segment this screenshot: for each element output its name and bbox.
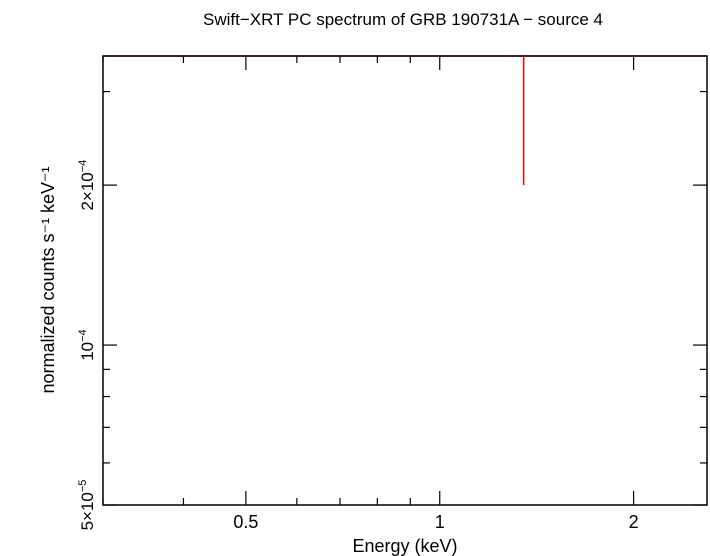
y-tick-label: 2×10−4 — [77, 160, 97, 211]
x-tick-label: 1 — [435, 512, 445, 532]
x-tick-label: 2 — [629, 512, 639, 532]
x-tick-labels: 0.5 1 2 — [233, 512, 638, 532]
y-axis-label: normalized counts s⁻¹ keV⁻¹ — [38, 166, 58, 393]
y-tick-label: 10−4 — [77, 329, 97, 360]
chart-title: Swift−XRT PC spectrum of GRB 190731A − s… — [203, 10, 603, 29]
axis-ticks — [102, 56, 707, 506]
y-tick-labels: 5×10−5 10−4 2×10−4 — [77, 160, 97, 531]
x-axis-label: Energy (keV) — [352, 536, 457, 556]
y-tick-label: 5×10−5 — [77, 480, 97, 531]
x-tick-label: 0.5 — [233, 512, 258, 532]
plot-frame — [102, 55, 708, 506]
data-series — [103, 55, 707, 186]
